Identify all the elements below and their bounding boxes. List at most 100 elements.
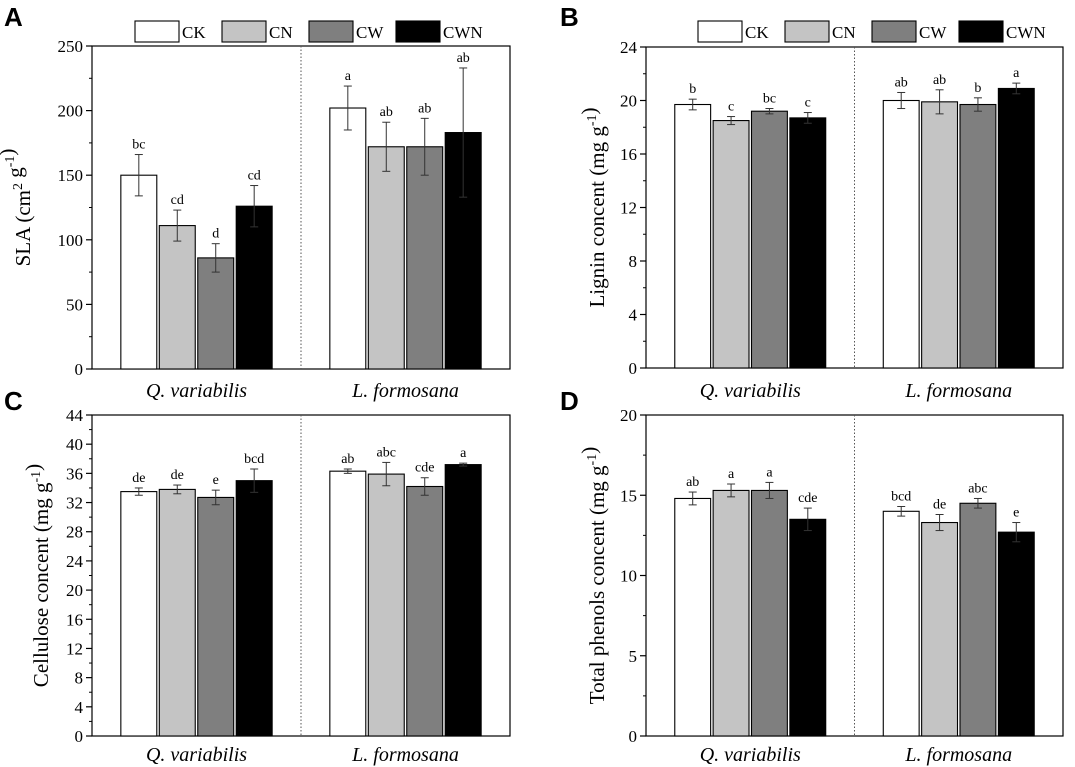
significance-letter: ab — [341, 452, 354, 467]
bar — [997, 531, 1035, 737]
significance-letter: a — [345, 69, 352, 84]
bar — [158, 225, 196, 370]
significance-letter: ab — [380, 105, 393, 120]
significance-letter: ab — [895, 75, 908, 90]
significance-letter: ab — [457, 51, 470, 66]
y-axis-title: Lignin concent (mg g-1) — [577, 107, 609, 307]
y-axis-title-text: Cellulose concent (mg g — [29, 482, 53, 687]
bar — [882, 99, 920, 369]
significance-letter: cd — [171, 193, 184, 208]
bar — [674, 497, 712, 737]
significance-letter: de — [132, 471, 145, 486]
bar — [197, 257, 235, 370]
y-tick-label: 36 — [66, 464, 83, 483]
x-category-label: L. formosana — [904, 380, 1012, 402]
bar — [712, 120, 750, 369]
x-category-label: Q. variabilis — [146, 380, 247, 402]
bar — [750, 110, 788, 369]
y-tick-label: 8 — [75, 669, 84, 688]
bar — [921, 101, 959, 369]
bar — [120, 491, 158, 737]
bar — [882, 510, 920, 737]
y-tick-label: 4 — [629, 306, 638, 325]
significance-letter: cde — [415, 461, 434, 476]
y-axis-title-text: Lignin concent (mg g — [585, 126, 609, 308]
y-axis-title-text: ) — [577, 107, 601, 114]
y-axis-title-superscript: -1 — [585, 454, 600, 466]
y-tick-label: 200 — [58, 102, 84, 121]
y-tick-label: 24 — [620, 38, 638, 57]
legend-swatch — [134, 20, 180, 43]
legend-swatch — [395, 20, 441, 43]
y-axis-title-superscript: -1 — [585, 114, 600, 126]
significance-letter: ab — [933, 73, 946, 88]
bar — [235, 205, 273, 370]
bar — [712, 489, 750, 737]
legend-swatch — [221, 20, 267, 43]
legend-label: CWN — [443, 23, 483, 42]
x-category-label: Q. variabilis — [700, 380, 801, 402]
legend-label: CW — [356, 23, 384, 42]
y-axis-title: Total phenols concent (mg g-1) — [577, 447, 609, 704]
y-tick-label: 40 — [66, 435, 83, 454]
x-category-label: Q. variabilis — [700, 744, 801, 766]
bar — [367, 146, 405, 370]
x-category-label: Q. variabilis — [146, 744, 247, 766]
significance-letter: bcd — [244, 452, 264, 467]
y-tick-label: 24 — [66, 552, 84, 571]
significance-letter: ab — [418, 101, 431, 116]
y-tick-label: 4 — [75, 698, 84, 717]
legend-label: CK — [745, 23, 769, 42]
y-tick-label: 20 — [66, 581, 83, 600]
significance-letter: a — [766, 465, 773, 480]
y-axis-title-text: ) — [577, 447, 601, 454]
significance-letter: e — [1013, 506, 1019, 521]
panel-c-cellulose-chart: C 0 4 8 12 16 20 24 28 32 36 40 44 Cellulose concent … — [4, 386, 511, 766]
y-tick-label: 32 — [66, 494, 83, 513]
y-tick-label: 44 — [66, 406, 84, 425]
significance-letter: a — [460, 446, 467, 461]
bar — [329, 107, 367, 370]
legend-label: CK — [182, 23, 206, 42]
bar — [367, 473, 405, 737]
significance-letter: abc — [968, 481, 987, 496]
significance-letter: de — [171, 468, 184, 483]
significance-letter: bc — [132, 138, 145, 153]
y-axis-title-text: ) — [21, 464, 45, 471]
legend-swatch — [784, 20, 830, 43]
significance-letter: c — [805, 96, 811, 111]
y-axis-title: SLA (cm2 g-1) — [0, 149, 35, 267]
y-axis-title-text: g — [3, 167, 27, 183]
y-tick-label: 20 — [620, 92, 637, 111]
legend-label: CN — [832, 23, 856, 42]
y-tick-label: 15 — [620, 486, 637, 505]
y-tick-label: 16 — [66, 610, 83, 629]
panel-a-sla-chart: A 0 50 100 150 200 250 SLA (cm2 g-1) bc cd d cd Q. v… — [0, 2, 511, 402]
y-axis-title-superscript: 2 — [11, 183, 26, 190]
y-tick-label: 0 — [629, 359, 638, 378]
significance-letter: de — [933, 498, 946, 513]
panel-d-total-phenols-chart: D 0 5 10 15 20 Total phenols concent (mg g-1) a… — [560, 386, 1064, 766]
bar — [197, 496, 235, 737]
y-tick-label: 0 — [75, 727, 84, 746]
significance-letter: a — [1013, 66, 1020, 81]
y-axis-title-text: ) — [0, 149, 19, 156]
y-axis-title-superscript: -1 — [29, 471, 44, 483]
bar — [959, 103, 997, 369]
y-tick-label: 0 — [629, 727, 638, 746]
bar — [406, 485, 444, 737]
significance-letter: b — [974, 81, 981, 96]
y-tick-label: 50 — [66, 295, 83, 314]
bar — [674, 103, 712, 369]
legend-label: CN — [269, 23, 293, 42]
legend-swatch — [697, 20, 743, 43]
significance-letter: d — [212, 227, 219, 242]
y-tick-label: 8 — [629, 252, 638, 271]
significance-letter: cd — [248, 169, 261, 184]
y-tick-label: 150 — [58, 166, 84, 185]
significance-letter: e — [213, 473, 219, 488]
bar — [789, 117, 827, 369]
y-tick-label: 20 — [620, 406, 637, 425]
